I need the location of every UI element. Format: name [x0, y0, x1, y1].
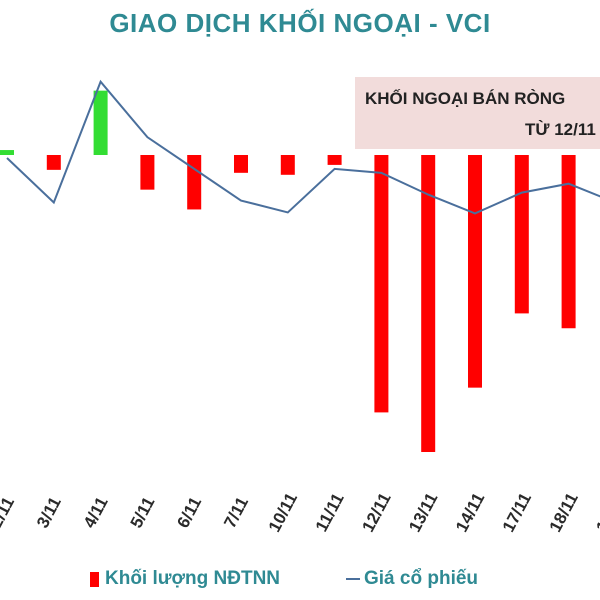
- x-tick-label: 5/11: [127, 494, 159, 531]
- x-tick-label: 7/11: [220, 494, 252, 531]
- bar-6/11: [187, 155, 202, 210]
- x-tick-label: 4/11: [80, 494, 112, 531]
- x-tick-label: 10/11: [265, 490, 301, 536]
- legend-label-volume: Khối lượng NĐTNN: [105, 568, 281, 589]
- x-tick-label: 3/11: [33, 494, 65, 531]
- bars-group: [0, 90, 576, 452]
- x-tick-label: 14/11: [452, 490, 488, 536]
- legend-item-price: Giá cổ phiếu: [346, 568, 478, 590]
- x-tick-label: 11/11: [312, 490, 348, 535]
- x-tick-label: 19/11: [592, 490, 600, 536]
- chart-svg: 2/11 3/11 4/11 5/11 6/11 7/11 10/11 11/11 12/11 1…: [0, 79, 600, 536]
- bar-5/11: [140, 155, 155, 190]
- bar-2/11: [0, 150, 14, 155]
- x-tick-label: 17/11: [499, 490, 535, 536]
- legend-swatch-bar: [90, 571, 99, 587]
- annotation-box: KHỐI NGOẠI BÁN RÒNG TỪ 12/11: [355, 77, 600, 149]
- legend-item-volume: Khối lượng NĐTNN: [90, 568, 280, 590]
- bar-7/11: [234, 155, 248, 173]
- x-tick-labels: 2/11 3/11 4/11 5/11 6/11 7/11 10/11 11/11 12/11 1…: [0, 490, 600, 536]
- bar-14/11: [468, 155, 482, 388]
- annotation-line-2: TỪ 12/11: [525, 120, 596, 139]
- bar-4/11: [93, 90, 108, 155]
- price-line: [6, 79, 600, 215]
- chart-title: GIAO DỊCH KHỐI NGOẠI - VCI: [109, 8, 491, 38]
- bar-12/11: [374, 155, 389, 413]
- bar-3/11: [46, 155, 61, 170]
- x-tick-label: 12/11: [358, 490, 394, 536]
- x-tick-label: 2/11: [0, 494, 18, 531]
- x-tick-label: 13/11: [405, 490, 441, 536]
- legend-swatch-line: [346, 578, 360, 580]
- annotation-line-1: KHỐI NGOẠI BÁN RÒNG: [365, 89, 566, 108]
- bar-13/11: [421, 155, 436, 452]
- bar-10/11: [280, 155, 295, 175]
- x-tick-label: 18/11: [546, 490, 582, 536]
- x-tick-label: 6/11: [173, 494, 205, 531]
- bar-17/11: [514, 155, 529, 314]
- bar-11/11: [327, 155, 342, 165]
- legend: Khối lượng NĐTNN Giá cổ phiếu: [0, 568, 600, 594]
- bar-18/11: [561, 155, 576, 329]
- legend-label-price: Giá cổ phiếu: [364, 568, 479, 589]
